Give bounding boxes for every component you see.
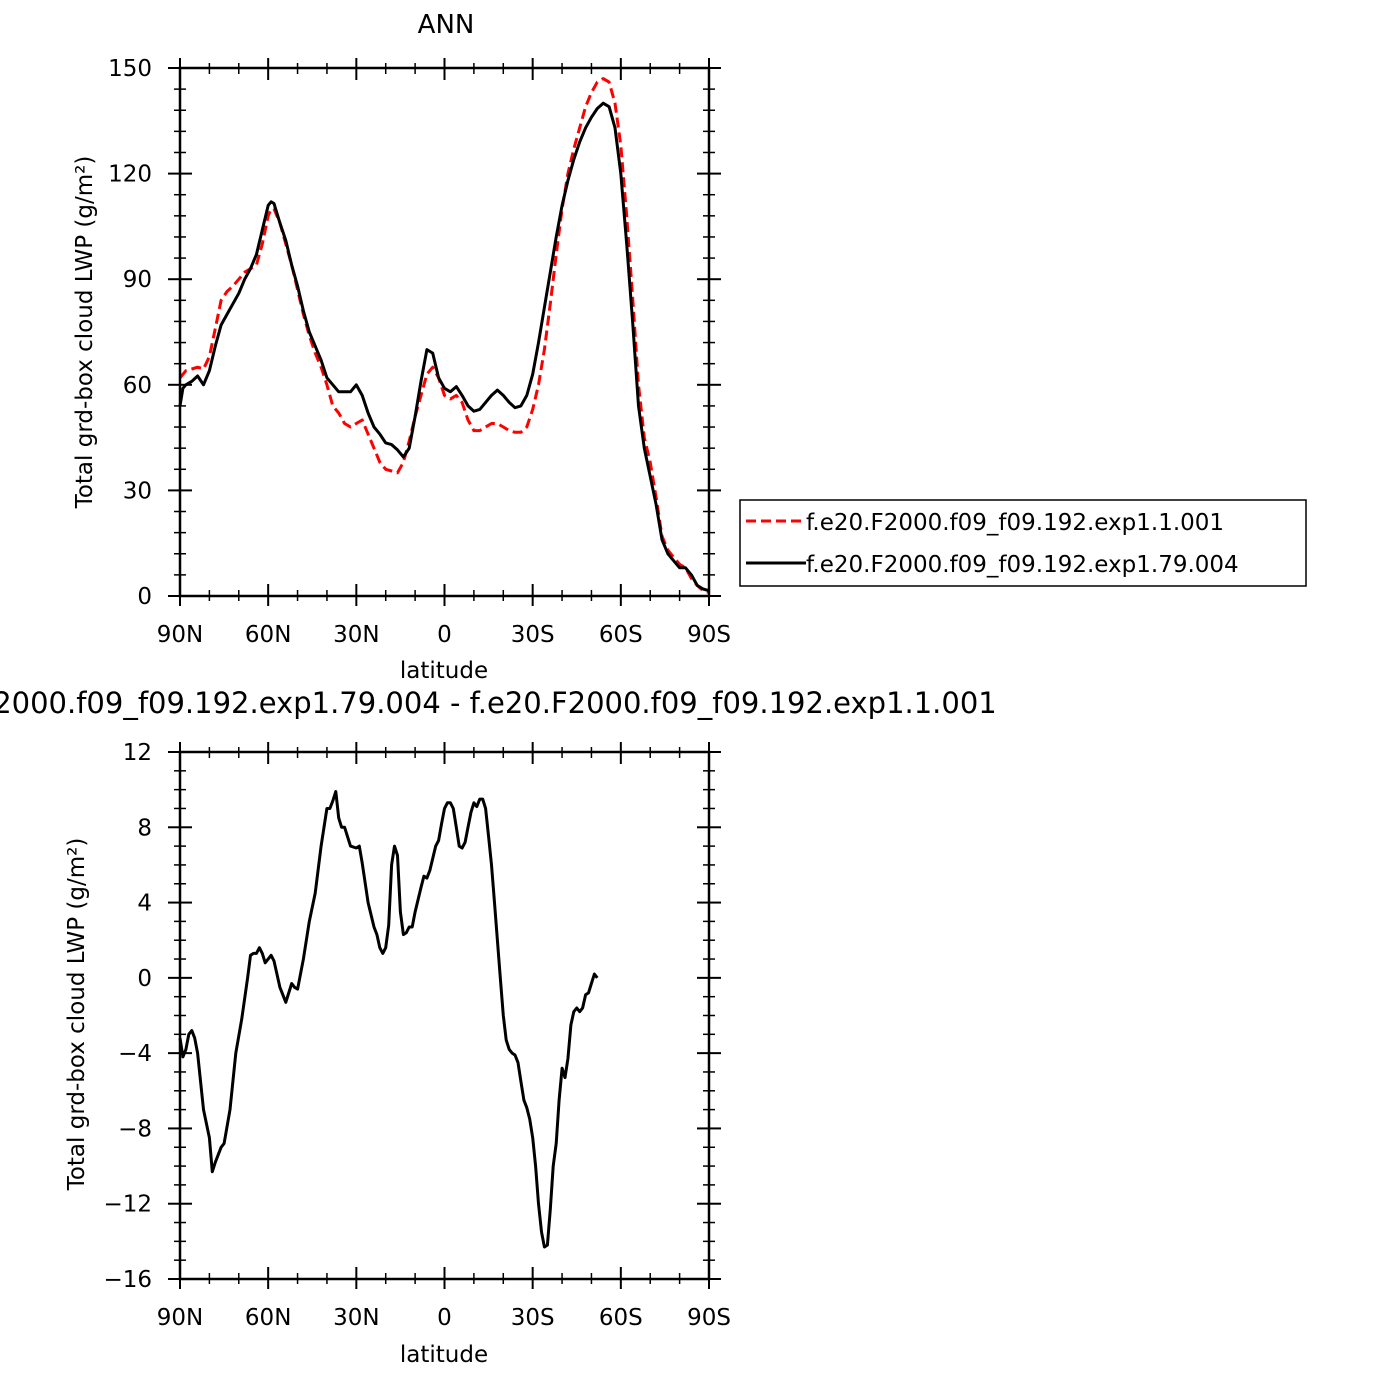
x-tick-label: 30N bbox=[333, 1305, 379, 1331]
bottom-panel: f.e20.F2000.f09_f09.192.exp1.79.004 - f.… bbox=[0, 686, 997, 1368]
difference-title: f.e20.F2000.f09_f09.192.exp1.79.004 - f.… bbox=[0, 686, 997, 720]
y-tick-label: 120 bbox=[108, 162, 152, 188]
y-axis-label: Total grd-box cloud LWP (g/m²) bbox=[72, 156, 98, 510]
x-tick-label: 90N bbox=[157, 622, 203, 648]
y-tick-label: 8 bbox=[137, 815, 152, 841]
legend: f.e20.F2000.f09_f09.192.exp1.1.001 f.e20… bbox=[739, 499, 1307, 587]
x-tick-label: 30N bbox=[333, 622, 379, 648]
x-tick-label: 60N bbox=[245, 1305, 291, 1331]
x-tick-label: 60N bbox=[245, 622, 291, 648]
series-line-1 bbox=[178, 790, 599, 1249]
y-tick-label: 0 bbox=[137, 584, 152, 610]
x-tick-label: 60S bbox=[599, 1305, 643, 1331]
y-tick-label: −16 bbox=[103, 1267, 152, 1293]
y-tick-label: −12 bbox=[103, 1192, 152, 1218]
legend-label-1: f.e20.F2000.f09_f09.192.exp1.1.001 bbox=[806, 510, 1224, 536]
y-tick-label: 60 bbox=[123, 373, 152, 399]
x-tick-label: 60S bbox=[599, 622, 643, 648]
top-panel: ANN 90N 60N 30N 0 30S 60S 90S 0 30 60 90 120 150 Tot… bbox=[72, 10, 1307, 684]
y-tick-label: 150 bbox=[108, 56, 152, 82]
y-tick-label: −4 bbox=[118, 1041, 152, 1067]
bottom-axes: 90N 60N 30N 0 30S 60S 90S −16 −12 −8 −4 0 4 8 12 bbox=[103, 740, 730, 1331]
legend-label-2: f.e20.F2000.f09_f09.192.exp1.79.004 bbox=[806, 552, 1239, 578]
y-axis-label: Total grd-box cloud LWP (g/m²) bbox=[64, 838, 90, 1192]
bottom-plot-frame bbox=[178, 750, 711, 1281]
y-tick-label: 4 bbox=[137, 891, 152, 917]
series-line-2 bbox=[178, 101, 710, 593]
x-tick-label: 30S bbox=[511, 1305, 555, 1331]
x-axis-label: latitude bbox=[400, 658, 488, 684]
y-tick-label: 90 bbox=[123, 267, 152, 293]
series-line-1 bbox=[178, 77, 710, 594]
bottom-series-lines bbox=[178, 790, 599, 1249]
top-series-lines bbox=[178, 77, 710, 594]
y-tick-label: 30 bbox=[123, 478, 152, 504]
y-tick-label: 0 bbox=[137, 966, 152, 992]
top-axes: 90N 60N 30N 0 30S 60S 90S 0 30 60 90 120 150 bbox=[108, 56, 731, 648]
x-tick-label: 90N bbox=[157, 1305, 203, 1331]
chart-title: ANN bbox=[418, 10, 475, 40]
x-tick-label: 30S bbox=[511, 622, 555, 648]
x-tick-label: 90S bbox=[687, 622, 731, 648]
x-tick-label: 0 bbox=[437, 1305, 452, 1331]
x-tick-label: 0 bbox=[437, 622, 452, 648]
y-tick-label: 12 bbox=[123, 740, 152, 766]
y-tick-label: −8 bbox=[118, 1116, 152, 1142]
x-tick-label: 90S bbox=[687, 1305, 731, 1331]
top-plot-frame bbox=[178, 66, 711, 598]
x-axis-label: latitude bbox=[400, 1342, 488, 1368]
legend-box bbox=[739, 499, 1307, 587]
